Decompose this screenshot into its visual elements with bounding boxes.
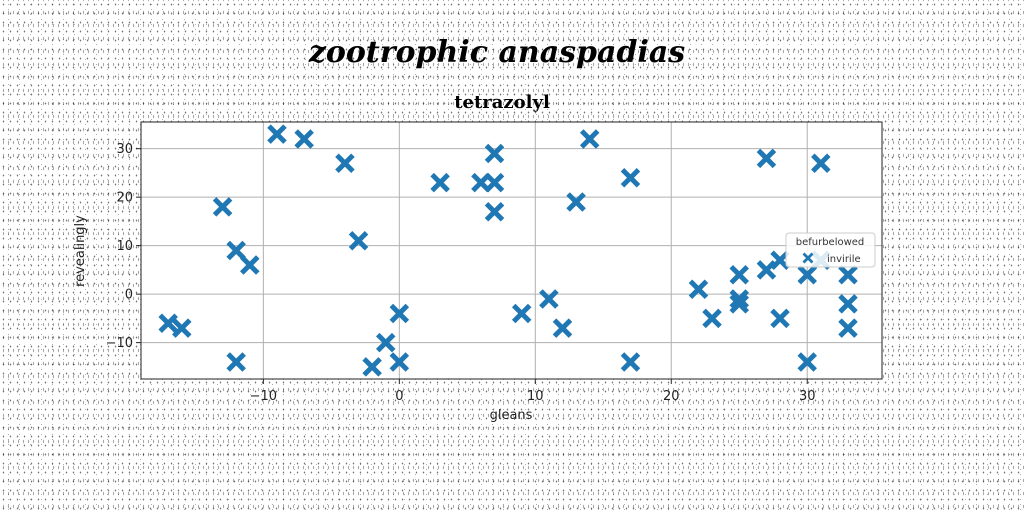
scatter-point <box>770 308 790 329</box>
x-tick-label: 30 <box>799 389 816 404</box>
scatter-point <box>838 318 858 338</box>
scatter-point <box>240 255 260 275</box>
scatter-point <box>267 124 287 144</box>
scatter-point <box>335 153 355 173</box>
scatter-point <box>362 357 382 377</box>
scatter-point <box>172 318 192 338</box>
scatter-point <box>811 153 831 173</box>
scatter-point <box>226 352 246 372</box>
scatter-point <box>838 264 858 285</box>
y-tick-label: 0 <box>125 288 133 303</box>
x-axis-label: gleans <box>490 408 533 423</box>
scatter-point <box>797 264 817 285</box>
x-tick-label: 20 <box>663 389 680 404</box>
chart-title: tetrazolyl <box>454 92 550 113</box>
scatter-point <box>756 260 777 280</box>
scatter-points <box>158 124 858 377</box>
y-tick-label: 20 <box>116 191 133 206</box>
scatter-point <box>729 289 749 309</box>
legend: befurbelowed invirile <box>785 232 876 268</box>
scatter-point <box>838 294 858 314</box>
scatter-point <box>484 201 505 222</box>
scatter-point <box>552 318 573 338</box>
x-tick-label: 0 <box>395 389 403 404</box>
scatter-point <box>579 129 600 149</box>
scatter-point <box>348 231 369 251</box>
scatter-point <box>430 172 450 193</box>
y-tick-label: 30 <box>116 142 133 157</box>
grid <box>141 122 882 379</box>
axis-ticks: −10 0 10 20 30 −10 0 10 20 30 <box>106 142 816 404</box>
y-tick-label: −10 <box>106 336 133 351</box>
scatter-point <box>484 143 505 164</box>
scatter-point <box>729 264 749 285</box>
plot-frame <box>140 121 883 380</box>
scatter-point <box>688 279 709 300</box>
scatter-point <box>539 289 559 309</box>
scatter-point <box>566 192 586 212</box>
scatter-point <box>620 168 641 188</box>
scatter-point <box>389 352 410 372</box>
scatter-point <box>212 197 233 217</box>
scatter-point <box>511 303 532 324</box>
scatter-point <box>770 250 790 270</box>
legend-marker <box>802 252 814 264</box>
scatter-point <box>702 308 722 329</box>
scatter-point <box>797 352 817 372</box>
scatter-point <box>484 172 505 193</box>
x-tick-label: −10 <box>250 389 277 404</box>
scatter-point <box>375 332 396 353</box>
scatter-point <box>620 352 641 372</box>
scatter-point <box>226 240 246 261</box>
scatter-point <box>729 294 749 314</box>
scatter-point <box>158 313 178 333</box>
legend-label: invirile <box>827 254 861 265</box>
chart-suptitle: zootrophic anaspadias <box>308 35 685 70</box>
y-tick-label: 10 <box>116 239 133 254</box>
scatter-point <box>756 148 777 169</box>
scatter-point <box>389 303 410 324</box>
legend-title: befurbelowed <box>796 237 865 248</box>
scatter-point <box>294 129 314 149</box>
x-tick-label: 10 <box>527 389 544 404</box>
y-axis-label: revealingly <box>73 215 88 287</box>
legend-marker-icon <box>802 252 814 264</box>
